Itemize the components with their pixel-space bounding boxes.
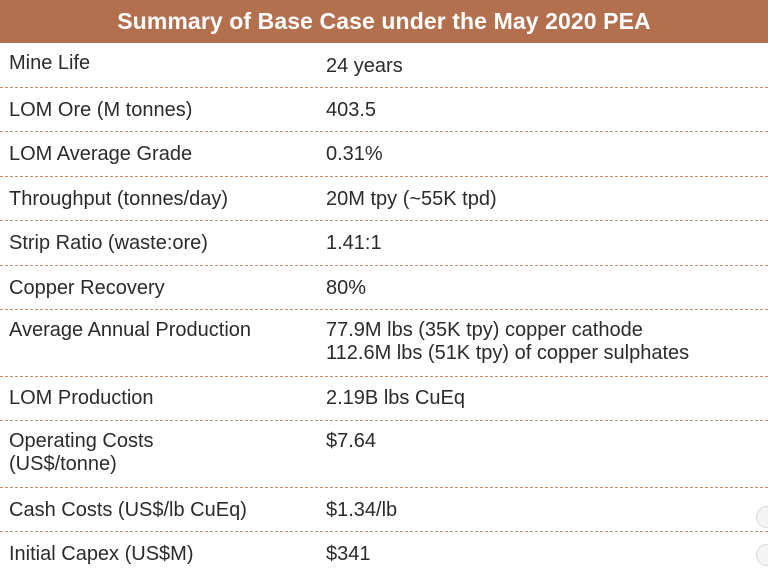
row-value: 20M tpy (~55K tpd) <box>326 188 497 210</box>
table-row-cash-costs: Cash Costs (US$/lb CuEq) $1.34/lb <box>0 488 768 532</box>
row-value: 24 years <box>326 55 403 77</box>
row-value: 1.41:1 <box>326 232 382 254</box>
row-value: $341 <box>326 543 371 565</box>
row-value: $1.34/lb <box>326 499 398 521</box>
row-label: Average Annual Production <box>9 319 252 341</box>
row-label: Throughput (tonnes/day) <box>9 188 229 210</box>
table-row-strip-ratio: Strip Ratio (waste:ore) 1.41:1 <box>0 221 768 266</box>
table-row-copper-recovery: Copper Recovery 80% <box>0 266 768 310</box>
table-row-average-annual-production: Average Annual Production 77.9M lbs (35K… <box>0 310 768 377</box>
row-label: Strip Ratio (waste:ore) <box>9 232 208 254</box>
row-label: Copper Recovery <box>9 277 165 299</box>
table-row-throughput: Throughput (tonnes/day) 20M tpy (~55K tp… <box>0 177 768 221</box>
row-label: Cash Costs (US$/lb CuEq) <box>9 499 247 521</box>
row-value: 0.31% <box>326 143 383 165</box>
row-label: Operating Costs (US$/tonne) <box>9 430 154 475</box>
row-label: LOM Production <box>9 387 154 409</box>
row-label: LOM Average Grade <box>9 143 193 165</box>
row-value: 2.19B lbs CuEq <box>326 387 465 409</box>
summary-table: Mine Life 24 years LOM Ore (M tonnes) 40… <box>0 43 768 576</box>
table-row-initial-capex: Initial Capex (US$M) $341 <box>0 532 768 576</box>
row-value: $7.64 <box>326 430 377 452</box>
table-row-lom-ore: LOM Ore (M tonnes) 403.5 <box>0 88 768 132</box>
table-row-lom-production: LOM Production 2.19B lbs CuEq <box>0 377 768 421</box>
row-value: 80% <box>326 277 367 299</box>
row-value: 77.9M lbs (35K tpy) copper cathode 112.6… <box>326 319 690 364</box>
row-label: Initial Capex (US$M) <box>9 543 194 565</box>
table-row-operating-costs: Operating Costs (US$/tonne) $7.64 <box>0 421 768 488</box>
table-title: Summary of Base Case under the May 2020 … <box>0 0 768 43</box>
row-label: Mine Life <box>9 52 91 74</box>
row-value: 403.5 <box>326 99 377 121</box>
table-row-lom-average-grade: LOM Average Grade 0.31% <box>0 132 768 177</box>
row-label: LOM Ore (M tonnes) <box>9 99 193 121</box>
table-row-mine-life: Mine Life 24 years <box>0 43 768 88</box>
